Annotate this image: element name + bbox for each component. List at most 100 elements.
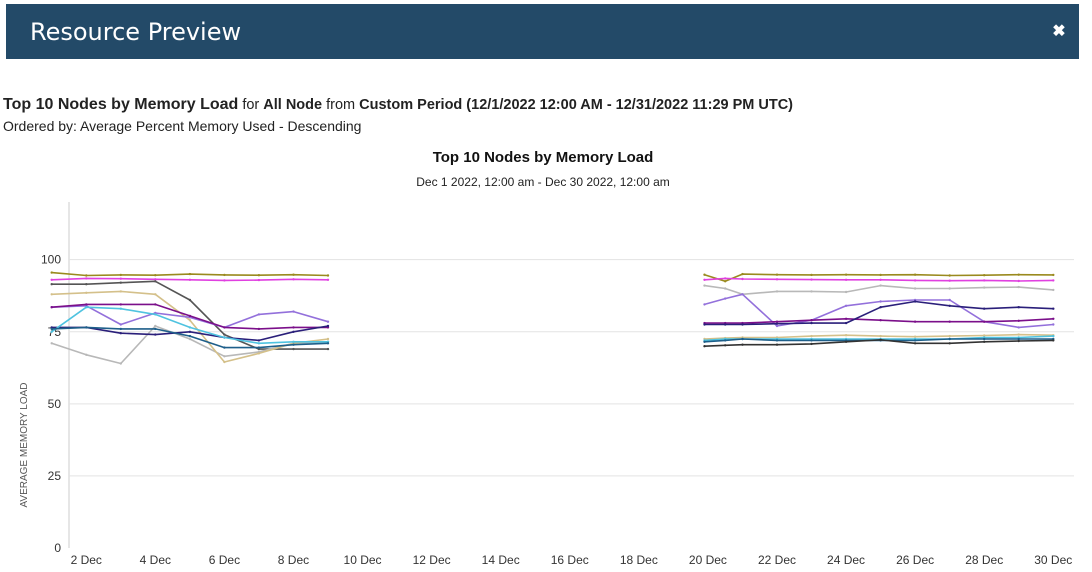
data-point[interactable] [188,319,192,322]
data-point[interactable] [188,330,192,333]
data-point[interactable] [741,272,744,276]
data-point[interactable] [257,346,261,349]
data-point[interactable] [844,304,848,307]
data-point[interactable] [1052,307,1055,310]
data-point[interactable] [913,335,917,338]
data-point[interactable] [188,298,192,302]
data-point[interactable] [292,330,295,333]
data-point[interactable] [257,327,261,331]
data-point[interactable] [50,278,53,281]
data-point[interactable] [119,362,123,365]
data-point[interactable] [50,330,53,333]
data-point[interactable] [879,338,882,341]
data-point[interactable] [85,277,88,280]
data-point[interactable] [119,290,123,293]
data-point[interactable] [50,306,53,309]
data-point[interactable] [775,320,779,323]
data-point[interactable] [948,337,951,341]
data-point[interactable] [703,278,706,281]
data-point[interactable] [188,334,192,338]
data-point[interactable] [810,339,813,342]
data-point[interactable] [154,303,157,306]
data-point[interactable] [119,327,123,331]
data-point[interactable] [292,273,295,276]
data-point[interactable] [948,304,951,307]
data-point[interactable] [983,307,986,310]
data-point[interactable] [154,324,157,328]
data-point[interactable] [983,340,986,343]
data-point[interactable] [913,339,917,342]
data-point[interactable] [326,337,330,341]
data-point[interactable] [1017,337,1020,341]
data-point[interactable] [154,280,157,283]
data-point[interactable] [983,286,986,289]
data-point[interactable] [1052,339,1055,342]
data-point[interactable] [948,279,951,282]
data-point[interactable] [292,310,295,313]
data-point[interactable] [188,314,192,318]
data-point[interactable] [879,278,882,281]
data-point[interactable] [913,279,917,282]
data-point[interactable] [775,278,779,281]
data-point[interactable] [948,342,951,345]
data-point[interactable] [913,273,917,276]
data-point[interactable] [703,273,706,276]
data-point[interactable] [948,334,951,338]
data-point[interactable] [326,274,330,277]
data-point[interactable] [810,342,813,346]
data-point[interactable] [741,293,744,296]
data-point[interactable] [85,306,88,309]
data-point[interactable] [724,339,727,342]
data-point[interactable] [879,319,882,322]
data-point[interactable] [724,297,727,300]
data-point[interactable] [844,317,848,320]
data-point[interactable] [223,273,226,277]
data-point[interactable] [810,290,813,293]
data-point[interactable] [983,337,986,341]
data-point[interactable] [223,279,226,282]
data-point[interactable] [913,320,917,323]
data-point[interactable] [326,278,330,281]
data-point[interactable] [879,334,882,338]
data-point[interactable] [1017,319,1020,322]
data-point[interactable] [913,342,917,345]
data-point[interactable] [983,274,986,277]
data-point[interactable] [85,353,88,356]
data-point[interactable] [948,274,951,277]
data-point[interactable] [983,320,986,323]
data-point[interactable] [292,278,295,281]
data-point[interactable] [775,273,779,276]
data-point[interactable] [948,287,951,290]
data-point[interactable] [1052,334,1055,338]
data-point[interactable] [223,355,226,358]
data-point[interactable] [1052,288,1055,292]
data-point[interactable] [50,271,53,274]
data-point[interactable] [1052,273,1055,277]
data-point[interactable] [50,293,53,296]
data-point[interactable] [741,343,744,346]
data-point[interactable] [724,277,727,280]
data-point[interactable] [223,360,226,364]
data-point[interactable] [85,326,88,329]
data-point[interactable] [223,333,226,336]
data-point[interactable] [948,298,951,302]
data-point[interactable] [119,277,123,280]
data-point[interactable] [326,342,330,345]
data-point[interactable] [1017,333,1020,336]
data-point[interactable] [257,274,261,277]
data-point[interactable] [775,324,779,328]
data-point[interactable] [50,283,53,286]
data-point[interactable] [1052,317,1055,320]
data-point[interactable] [223,326,226,329]
data-point[interactable] [1017,279,1020,283]
data-point[interactable] [703,323,706,326]
data-point[interactable] [223,336,226,339]
data-point[interactable] [154,333,157,336]
data-point[interactable] [326,347,330,351]
data-point[interactable] [257,313,261,316]
data-point[interactable] [292,340,295,343]
data-point[interactable] [292,326,295,329]
data-point[interactable] [326,324,330,328]
data-point[interactable] [257,342,261,345]
data-point[interactable] [50,327,53,331]
